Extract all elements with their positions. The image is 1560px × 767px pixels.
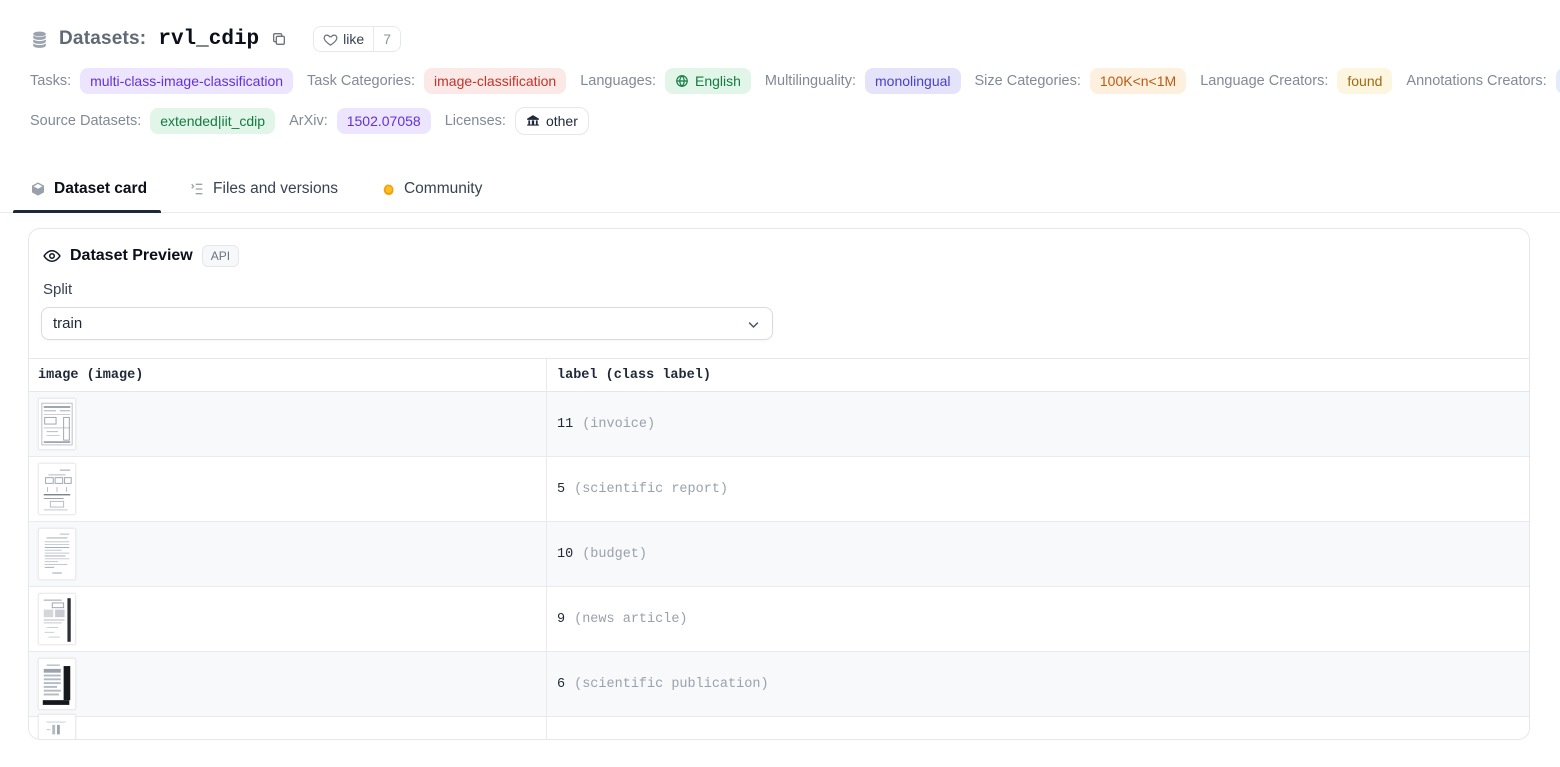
table-row[interactable]: 9 (news article) [29,587,1529,652]
label-name: (scientific report) [574,481,729,497]
label-name: (budget) [582,546,648,562]
meta-label: ArXiv: [289,113,328,129]
split-select[interactable]: train [41,307,773,340]
meta-label: Size Categories: [974,73,1081,89]
meta-row-1: Tasks: multi-class-image-classification … [0,68,1560,94]
meta-group-languages: Languages: English [580,68,751,94]
table-row[interactable] [29,714,1529,739]
meta-label: Source Datasets: [30,113,142,129]
dataset-preview-card: Dataset Preview API Split train image (i… [28,228,1530,740]
cube-icon [30,181,46,197]
meta-group-language-creators: Language Creators: found [1200,68,1393,94]
document-thumbnail[interactable] [38,658,76,710]
tag-license[interactable]: other [514,107,589,135]
tag-language-creator[interactable]: found [1337,68,1393,94]
document-thumbnail[interactable] [38,463,76,515]
heart-icon [323,33,338,46]
table-header-row: image (image) label (class label) [29,359,1529,392]
meta-label: Language Creators: [1200,73,1329,89]
tag-multilinguality[interactable]: monolingual [865,68,961,94]
tab-label: Files and versions [213,179,338,197]
dataset-name: rvl_cdip [158,27,260,51]
like-count[interactable]: 7 [373,27,400,51]
column-header-image: image (image) [29,359,547,391]
tag-language[interactable]: English [665,68,751,94]
meta-label: Licenses: [444,113,506,129]
tab-files-and-versions[interactable]: Files and versions [189,165,338,212]
tab-label: Dataset card [54,179,148,197]
preview-title: Dataset Preview [70,247,193,264]
table-row[interactable]: 10 (budget) [29,522,1529,587]
document-thumbnail[interactable] [38,398,76,450]
like-label: like [343,31,365,47]
meta-row-2: Source Datasets: extended|iit_cdip ArXiv… [0,107,1560,135]
label-name: (news article) [574,611,688,627]
tab-bar: Dataset card Files and versions Communit… [0,165,1560,213]
split-selected-value: train [53,315,83,332]
api-badge[interactable]: API [201,245,240,267]
eye-icon [43,249,61,263]
document-thumbnail[interactable] [38,714,76,739]
tag-arxiv[interactable]: 1502.07058 [336,108,431,134]
column-header-label: label (class label) [557,367,711,383]
database-icon [30,30,49,49]
meta-label: Task Categories: [307,73,416,89]
meta-group-source-datasets: Source Datasets: extended|iit_cdip [30,108,276,134]
tab-community[interactable]: Community [380,165,482,212]
label-name: (invoice) [582,416,656,432]
preview-header: Dataset Preview API [29,229,1529,267]
meta-group-tasks: Tasks: multi-class-image-classification [30,68,294,94]
table-row[interactable]: 6 (scientific publication) [29,652,1529,717]
label-id: 5 [557,481,566,497]
versions-icon [189,181,205,197]
meta-group-multilinguality: Multilinguality: monolingual [765,68,961,94]
page-title: Datasets: [59,28,147,49]
label-name: (scientific publication) [574,676,769,692]
copy-icon[interactable] [269,29,289,49]
label-id: 11 [557,416,574,432]
document-thumbnail[interactable] [38,593,76,645]
tag-size-category[interactable]: 100K<n<1M [1089,68,1187,94]
label-id: 6 [557,676,566,692]
like-button[interactable]: like [314,27,374,51]
community-icon [380,181,396,197]
bank-icon [527,115,539,126]
meta-group-arxiv: ArXiv: 1502.07058 [289,108,431,134]
meta-group-licenses: Licenses: other [445,107,589,135]
split-label: Split [43,281,73,298]
meta-label: Annotations Creators: [1406,73,1547,89]
like-widget: like 7 [313,26,401,52]
table-row[interactable]: 5 (scientific report) [29,457,1529,522]
tag-task[interactable]: multi-class-image-classification [80,68,294,94]
globe-icon [676,74,688,88]
tab-label: Community [403,179,483,197]
page-header: Datasets: rvl_cdip like 7 [0,0,1560,52]
table-row[interactable]: 11 (invoice) [29,392,1529,457]
meta-label: Tasks: [30,73,72,89]
label-id: 9 [557,611,566,627]
meta-group-task-categories: Task Categories: image-classification [307,68,567,94]
preview-table: image (image) label (class label) 11 (in… [29,358,1529,739]
tag-language-label: English [695,73,741,89]
meta-label: Multilinguality: [764,73,856,89]
tag-annotations-creator[interactable]: found [1555,68,1560,94]
chevron-down-icon [746,317,761,337]
meta-label: Languages: [580,73,656,89]
meta-group-annotations-creators: Annotations Creators: found [1406,68,1560,94]
meta-group-size-categories: Size Categories: 100K<n<1M [975,68,1187,94]
tag-license-label: other [545,113,578,129]
document-thumbnail[interactable] [38,528,76,580]
label-id: 10 [557,546,574,562]
tag-task-category[interactable]: image-classification [424,68,567,94]
tag-source-dataset[interactable]: extended|iit_cdip [150,108,276,134]
tab-dataset-card[interactable]: Dataset card [12,165,162,213]
